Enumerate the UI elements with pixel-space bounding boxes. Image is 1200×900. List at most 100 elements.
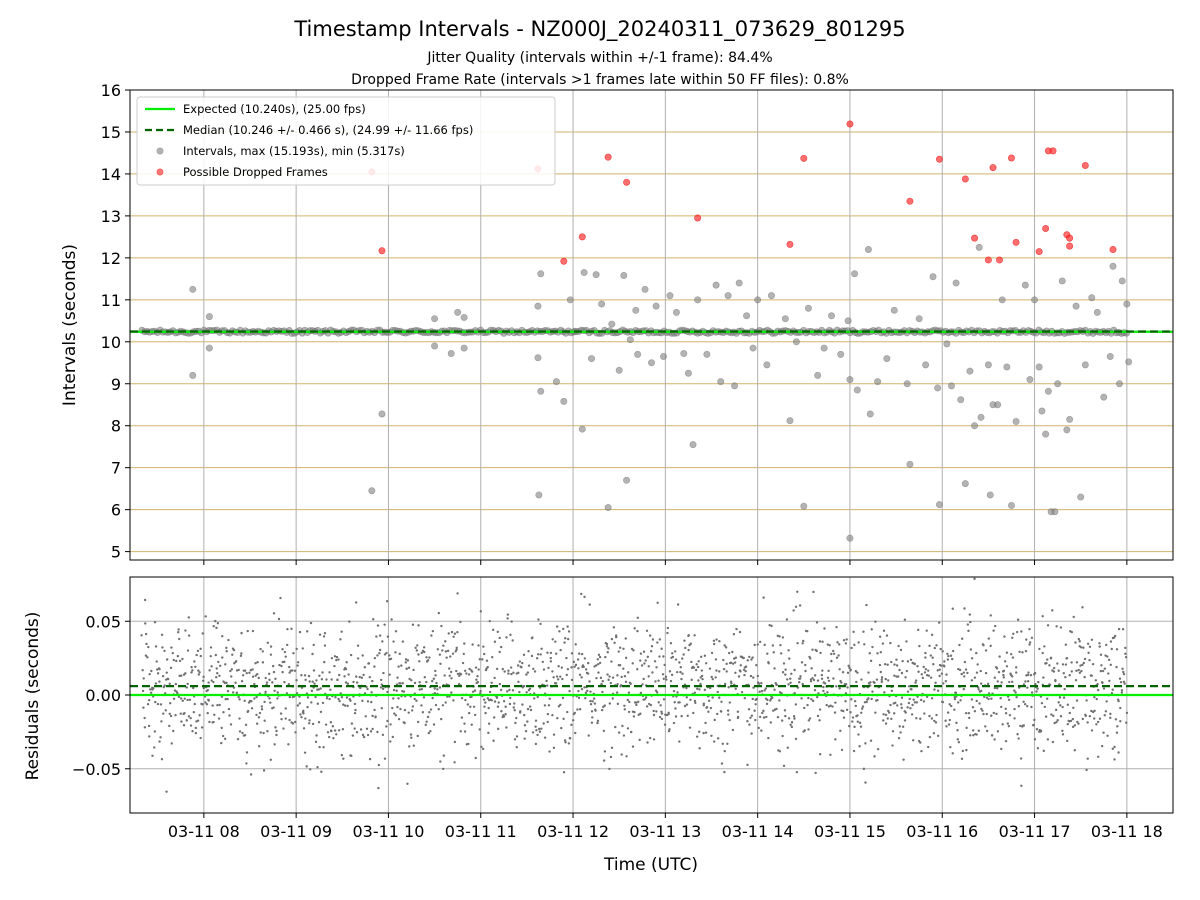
residual-point xyxy=(796,642,799,645)
residual-point xyxy=(148,735,151,738)
legend-swatch-intervals xyxy=(156,147,164,155)
residual-point xyxy=(518,690,521,694)
residual-point xyxy=(311,722,315,726)
residual-point xyxy=(623,675,627,678)
residual-point xyxy=(502,715,506,718)
residual-point xyxy=(506,690,509,693)
residual-point xyxy=(856,720,860,723)
residual-point xyxy=(749,716,752,719)
residual-point xyxy=(947,654,950,658)
dropped-frame-point xyxy=(1066,234,1074,242)
residual-point xyxy=(156,672,160,675)
residual-point xyxy=(436,688,439,691)
residual-point xyxy=(1116,725,1119,728)
x-axis-label: Time (UTC) xyxy=(603,855,698,875)
residual-point xyxy=(470,723,473,726)
residual-point xyxy=(213,713,216,717)
residual-point xyxy=(983,695,986,699)
residual-point xyxy=(627,691,631,694)
interval-point xyxy=(598,300,606,308)
residual-point xyxy=(537,727,541,731)
residual-point xyxy=(923,671,927,674)
residual-point xyxy=(406,782,409,785)
residual-point xyxy=(648,634,652,637)
residual-point xyxy=(911,739,915,742)
x-tick-label-1: 03-11 09 xyxy=(260,822,332,841)
residual-point xyxy=(1061,705,1064,709)
residual-point xyxy=(1115,665,1118,669)
residual-point xyxy=(261,661,265,664)
interval-point xyxy=(1081,361,1089,369)
residual-point xyxy=(284,717,287,720)
residual-point xyxy=(1030,636,1034,640)
interval-point xyxy=(1007,501,1015,509)
residual-point xyxy=(1013,689,1016,692)
residual-point xyxy=(628,700,631,704)
interval-point xyxy=(998,296,1006,304)
residual-point xyxy=(1093,695,1096,699)
residual-point xyxy=(661,673,665,676)
residual-point xyxy=(958,668,962,672)
residual-point xyxy=(341,728,345,731)
residual-point xyxy=(212,625,215,628)
residual-point xyxy=(832,677,835,680)
residual-point xyxy=(736,710,740,713)
residual-point xyxy=(846,671,850,675)
residual-point xyxy=(1033,671,1037,675)
residual-point xyxy=(441,649,444,652)
residual-point xyxy=(486,665,489,669)
residual-point xyxy=(298,702,301,705)
residual-point xyxy=(315,734,318,737)
residual-point xyxy=(526,720,529,723)
residual-point xyxy=(867,697,870,700)
residual-point xyxy=(829,704,832,707)
residual-point xyxy=(596,658,599,661)
residual-point xyxy=(1019,757,1023,760)
residual-point xyxy=(803,729,806,732)
residual-point xyxy=(414,646,417,650)
residual-point xyxy=(853,643,856,647)
residual-point xyxy=(860,678,863,681)
residual-point xyxy=(862,767,866,771)
residual-point xyxy=(656,641,659,644)
residual-point xyxy=(873,755,876,758)
residual-point xyxy=(887,711,891,714)
residual-point xyxy=(925,629,928,632)
residual-point xyxy=(1078,640,1081,643)
residual-point xyxy=(288,695,292,699)
residual-point xyxy=(640,664,644,667)
residual-point xyxy=(1074,641,1077,644)
residual-point xyxy=(255,722,259,725)
residual-point xyxy=(153,730,157,733)
residual-point xyxy=(373,656,377,660)
residual-point xyxy=(673,701,676,704)
residual-point xyxy=(614,725,617,729)
residual-point xyxy=(626,727,630,730)
residual-point xyxy=(794,737,798,741)
residual-point xyxy=(936,689,940,692)
residual-point xyxy=(504,705,507,708)
residual-point xyxy=(1022,700,1025,703)
residual-point xyxy=(886,717,889,720)
residual-point xyxy=(829,753,832,756)
interval-point xyxy=(552,378,560,386)
residual-point xyxy=(762,716,766,719)
residual-point xyxy=(1034,682,1037,686)
interval-point xyxy=(378,410,386,418)
residual-point xyxy=(951,649,955,653)
residual-point xyxy=(662,698,666,701)
residual-point xyxy=(505,636,508,639)
residual-point xyxy=(533,670,537,673)
residual-point xyxy=(517,671,520,675)
residual-point xyxy=(239,654,243,658)
residual-point xyxy=(754,718,757,722)
residual-point xyxy=(622,647,625,650)
residual-point xyxy=(192,686,195,690)
residual-point xyxy=(402,690,406,693)
residual-point xyxy=(303,674,307,677)
residual-point xyxy=(258,711,262,715)
residual-point xyxy=(826,676,830,679)
residual-point xyxy=(798,604,802,607)
residual-point xyxy=(712,740,716,743)
